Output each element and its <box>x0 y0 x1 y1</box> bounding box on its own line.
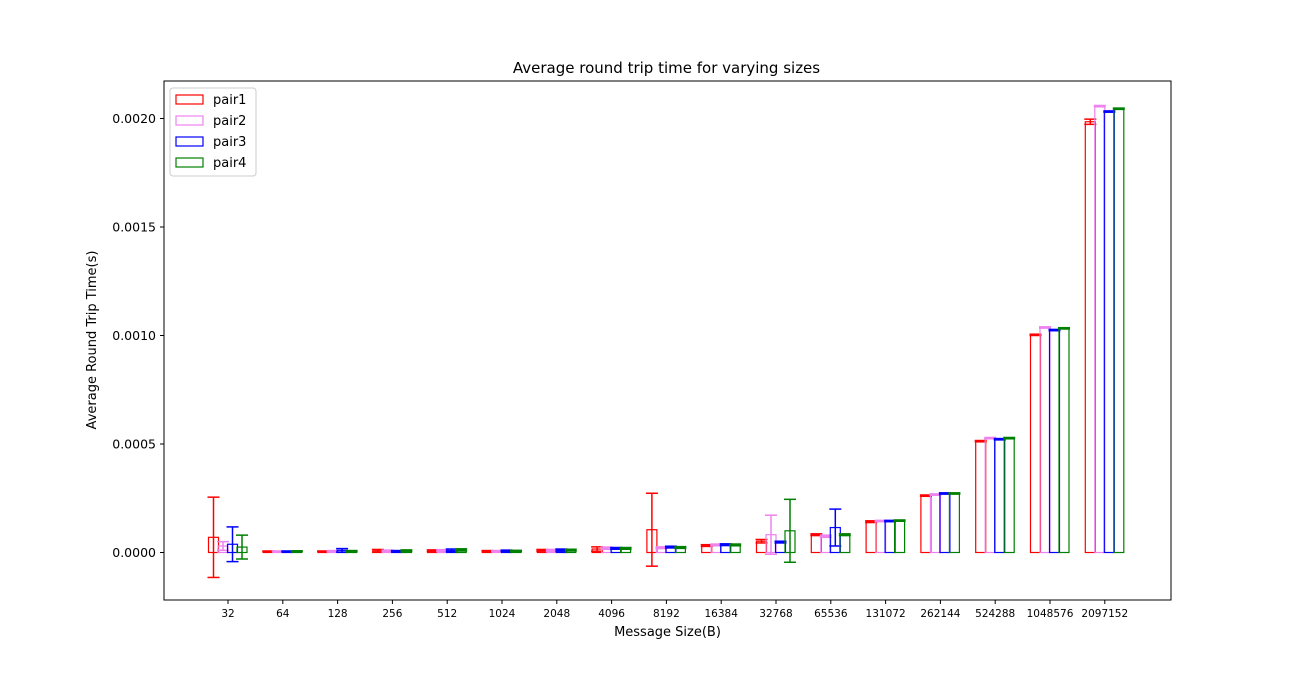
y-axis-label: Average Round Trip Time(s) <box>85 251 100 430</box>
legend-label-pair3: pair3 <box>213 135 246 150</box>
x-tick-label: 8192 <box>653 608 680 620</box>
legend: pair1 pair2 pair3 pair4 <box>169 87 257 177</box>
legend-swatch-pair2 <box>175 115 204 126</box>
x-tick-label: 262144 <box>920 608 960 620</box>
x-tick-label: 256 <box>382 608 402 620</box>
series-pair4 <box>236 107 1125 564</box>
x-tick-label: 16384 <box>704 608 738 620</box>
legend-label-pair4: pair4 <box>213 156 246 171</box>
legend-label-pair1: pair1 <box>213 93 246 108</box>
x-axis: 32 64 128 256 512 1024 2048 4096 8192 16384 32768 6… <box>221 600 1128 620</box>
series-pair1 <box>207 118 1097 579</box>
chart-title: Average round trip time for varying size… <box>513 59 820 77</box>
series-pair3 <box>226 110 1116 563</box>
x-tick-label: 64 <box>276 608 290 620</box>
legend-swatch-pair4 <box>175 157 204 168</box>
y-tick-label: 0.0000 <box>112 545 156 560</box>
x-tick-label: 131072 <box>866 608 906 620</box>
legend-box <box>169 87 257 177</box>
y-tick-label: 0.0010 <box>112 328 156 343</box>
legend-swatch-pair3 <box>175 136 204 147</box>
x-tick-label: 2097152 <box>1081 608 1128 620</box>
x-tick-label: 2048 <box>543 608 570 620</box>
x-tick-label: 1048576 <box>1027 608 1074 620</box>
x-tick-label: 4096 <box>598 608 625 620</box>
x-tick-label: 524288 <box>975 608 1015 620</box>
y-axis: 0.0000 0.0005 0.0010 0.0015 0.0020 <box>112 111 164 560</box>
y-tick-label: 0.0005 <box>112 437 156 452</box>
x-tick-label: 32768 <box>759 608 792 620</box>
x-tick-label: 1024 <box>489 608 516 620</box>
x-tick-label: 32 <box>221 608 234 620</box>
x-tick-label: 128 <box>328 608 348 620</box>
legend-swatch-pair1 <box>175 94 204 105</box>
x-tick-label: 65536 <box>814 608 848 620</box>
plot-marks <box>207 104 1125 579</box>
y-tick-label: 0.0020 <box>112 111 156 126</box>
legend-label-pair2: pair2 <box>213 114 246 129</box>
x-axis-label: Message Size(B) <box>614 625 721 640</box>
y-tick-label: 0.0015 <box>112 220 156 235</box>
plot-frame <box>163 80 1172 601</box>
x-tick-label: 512 <box>437 608 457 620</box>
